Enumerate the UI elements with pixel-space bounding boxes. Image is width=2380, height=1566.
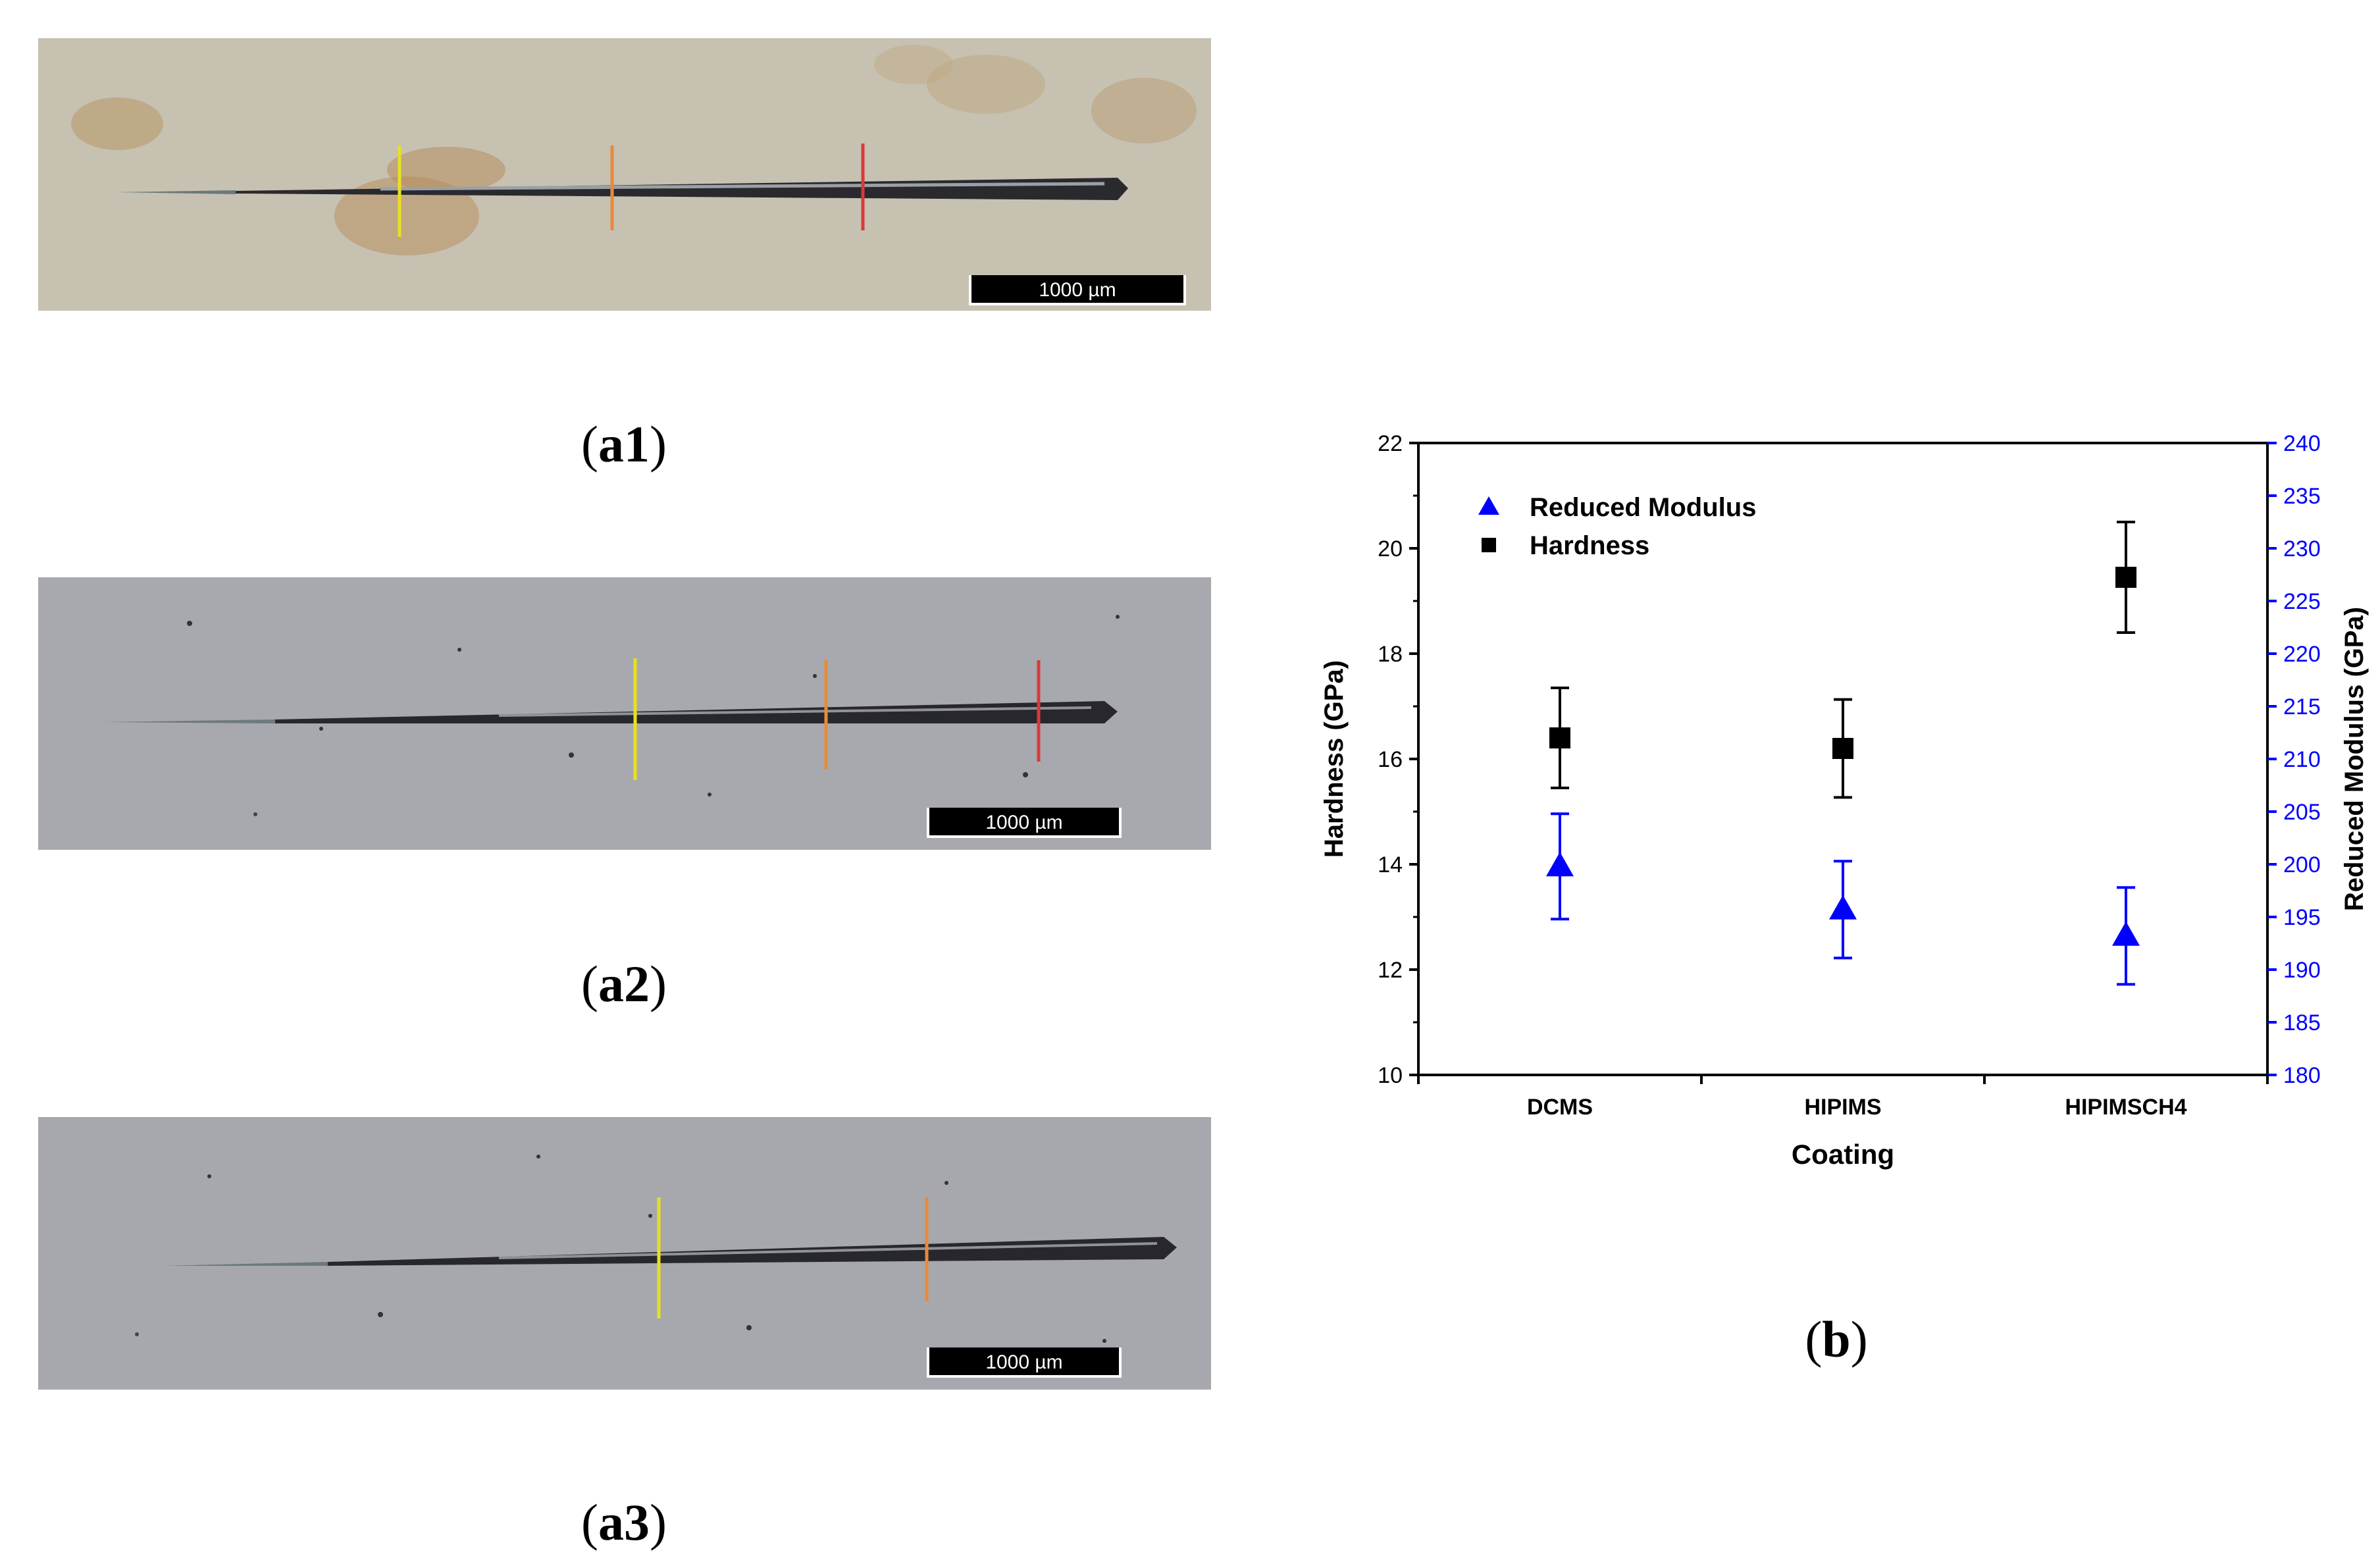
modulus-point (2112, 921, 2140, 946)
micrograph-a3: 1000 µm (38, 1117, 1211, 1390)
legend-triangle-symbol (1478, 496, 1499, 515)
y2-tick-label: 180 (2283, 1063, 2321, 1088)
y-tick-label: 18 (1378, 642, 1403, 667)
hardness-point (1832, 738, 1853, 759)
y2-tick-label: 210 (2283, 747, 2321, 772)
y2-tick-label: 215 (2283, 694, 2321, 719)
y2-tick-label: 205 (2283, 800, 2321, 825)
scale-bar: 1000 µm (927, 808, 1122, 838)
y-tick-label: 16 (1378, 747, 1403, 772)
y2-tick-label: 220 (2283, 642, 2321, 667)
panel-caption-a1: (a1) (581, 415, 667, 473)
scale-bar: 1000 µm (969, 275, 1186, 305)
y-tick-label: 12 (1378, 958, 1403, 983)
y2-tick-label: 190 (2283, 958, 2321, 983)
panel-caption-b: (b) (1805, 1311, 1868, 1368)
panel-caption-a2: (a2) (581, 955, 667, 1012)
y2-axis-title: Reduced Modulus (GPa) (2340, 607, 2369, 911)
legend-square-symbol (1482, 538, 1496, 552)
y2-tick-label: 185 (2283, 1010, 2321, 1035)
legend-label: Reduced Modulus (1530, 493, 1756, 522)
x-tick-label: DCMS (1527, 1095, 1593, 1120)
y-axis-title: Hardness (GPa) (1320, 660, 1349, 858)
y2-tick-label: 200 (2283, 852, 2321, 877)
scale-bar: 1000 µm (927, 1347, 1122, 1378)
hardness-point (2115, 567, 2136, 588)
modulus-point (1546, 852, 1574, 877)
modulus-point (1829, 895, 1857, 920)
micrograph-a2: 1000 µm (38, 577, 1211, 850)
panel-caption-a3: (a3) (581, 1494, 667, 1551)
x-tick-label: HIPIMSCH4 (2065, 1095, 2186, 1120)
scratch-image-a2 (38, 577, 1211, 850)
legend-label: Hardness (1530, 531, 1649, 560)
y2-tick-label: 225 (2283, 589, 2321, 614)
y2-tick-label: 195 (2283, 905, 2321, 930)
scratch-image-a1 (38, 38, 1211, 311)
x-axis-title: Coating (1792, 1139, 1894, 1170)
y-tick-label: 10 (1378, 1063, 1403, 1088)
y2-tick-label: 240 (2283, 431, 2321, 456)
y-tick-label: 14 (1378, 852, 1403, 877)
hardness-modulus-chart: 10 12 14 16 18 20 22 180 185 190 195 200 205 210 215 22… (1320, 431, 2369, 1170)
y-tick-label: 20 (1378, 536, 1403, 561)
scratch-image-a3 (38, 1117, 1211, 1390)
x-tick-label: HIPIMS (1804, 1095, 1881, 1120)
y-tick-label: 22 (1378, 431, 1403, 456)
hardness-point (1549, 727, 1570, 748)
y2-tick-label: 235 (2283, 484, 2321, 509)
micrograph-a1: 1000 µm (38, 38, 1211, 311)
y2-tick-label: 230 (2283, 536, 2321, 561)
